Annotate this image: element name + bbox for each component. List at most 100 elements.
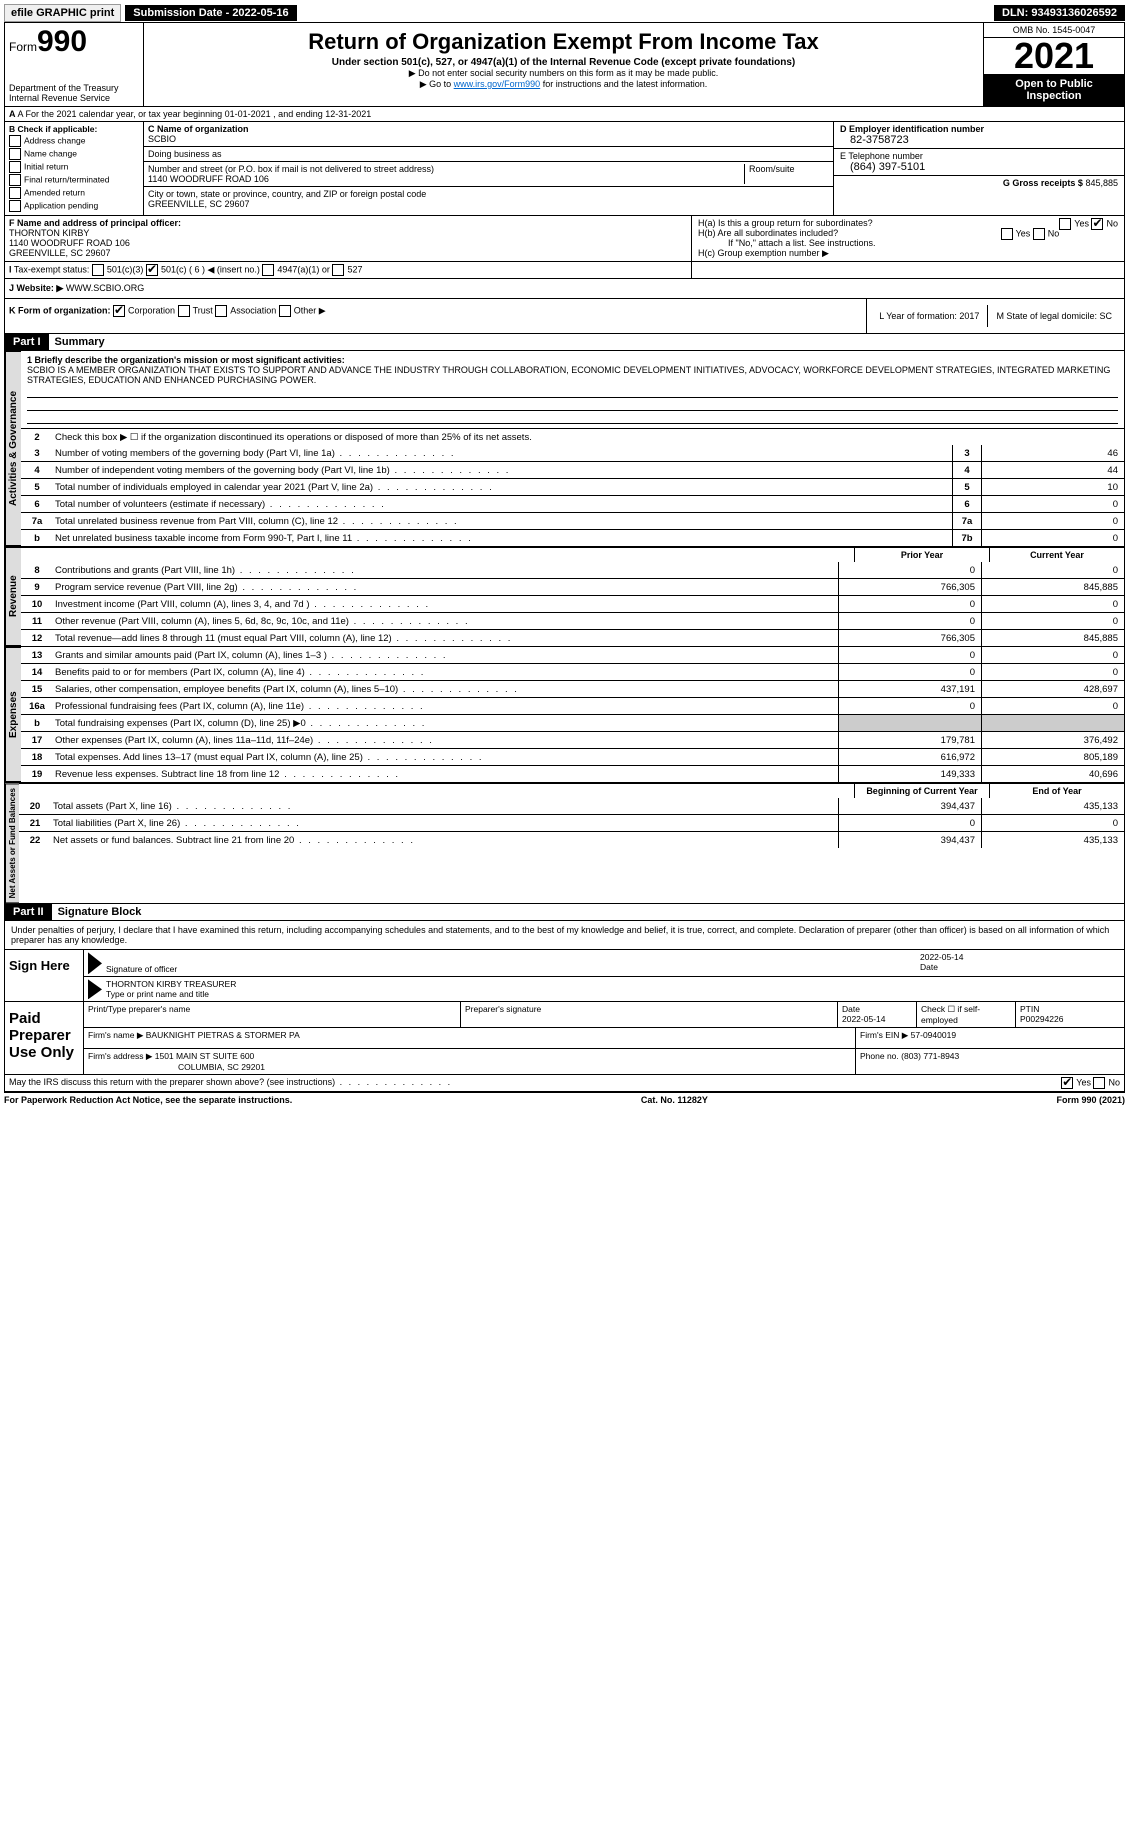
line-b: bTotal fundraising expenses (Part IX, co… [21,714,1124,731]
street-address: 1140 WOODRUFF ROAD 106 [148,174,744,184]
cb-501c3[interactable] [92,264,104,276]
line-16a: 16aProfessional fundraising fees (Part I… [21,697,1124,714]
officer-addr1: 1140 WOODRUFF ROAD 106 [9,238,687,248]
header-center: Return of Organization Exempt From Incom… [144,23,983,106]
line-19: 19Revenue less expenses. Subtract line 1… [21,765,1124,782]
col-current: Current Year [989,548,1124,562]
form-990: Form990 Department of the Treasury Inter… [4,22,1125,1093]
arrow-icon [88,979,102,999]
ha-label: H(a) Is this a group return for subordin… [698,218,873,228]
line-15: 15Salaries, other compensation, employee… [21,680,1124,697]
col-c-entity: C Name of organization SCBIO Doing busin… [144,122,833,215]
cb-application-pending[interactable]: Application pending [9,200,139,212]
k-label: K Form of organization: [9,305,111,315]
form-number: 990 [37,25,87,58]
cb-527[interactable] [332,264,344,276]
line-b: bNet unrelated business taxable income f… [21,529,1124,546]
sig-date-label: Date [920,962,938,972]
gross-receipts-value: 845,885 [1085,178,1118,188]
paid-preparer-label: Paid Preparer Use Only [5,1002,83,1074]
firm-addr2: COLUMBIA, SC 29201 [88,1062,265,1072]
col-begin: Beginning of Current Year [854,784,989,798]
hb-label: H(b) Are all subordinates included? [698,228,838,238]
dba-label: Doing business as [148,149,222,159]
prep-self-employed: Check ☐ if self-employed [916,1002,1015,1027]
firm-phone-label: Phone no. [860,1051,899,1061]
cb-assoc[interactable] [215,305,227,317]
ptin-value: P00294226 [1020,1014,1064,1024]
row-k: K Form of organization: Corporation Trus… [5,299,1124,334]
row-a-text: A For the 2021 calendar year, or tax yea… [18,109,372,119]
cb-other[interactable] [279,305,291,317]
vtab-governance: Activities & Governance [5,351,21,546]
cb-amended[interactable]: Amended return [9,187,139,199]
b-label: B Check if applicable: [9,124,97,134]
may-discuss-text: May the IRS discuss this return with the… [9,1077,452,1089]
firm-name: BAUKNIGHT PIETRAS & STORMER PA [146,1030,300,1040]
sig-date: 2022-05-14 [920,952,1120,962]
state-domicile: M State of legal domicile: SC [987,305,1120,327]
line-18: 18Total expenses. Add lines 13–17 (must … [21,748,1124,765]
cb-trust[interactable] [178,305,190,317]
firm-ein: 57-0940019 [911,1030,956,1040]
submission-date: Submission Date - 2022-05-16 [125,5,296,21]
line-13: 13Grants and similar amounts paid (Part … [21,647,1124,663]
form-id: Form 990 (2021) [1056,1095,1125,1105]
c-name-label: C Name of organization [148,124,249,134]
q2-text: Check this box ▶ ☐ if the organization d… [53,431,1124,444]
sig-name: THORNTON KIRBY TREASURER [106,979,1120,989]
col-h-group: H(a) Is this a group return for subordin… [692,216,1124,261]
form-subtitle: Under section 501(c), 527, or 4947(a)(1)… [148,57,979,68]
room-label: Room/suite [744,164,829,184]
mission-text: SCBIO IS A MEMBER ORGANIZATION THAT EXIS… [27,365,1118,385]
prep-sig-label: Preparer's signature [460,1002,837,1027]
cb-4947[interactable] [262,264,274,276]
vtab-expenses: Expenses [5,647,21,782]
header-left: Form990 Department of the Treasury Inter… [5,23,144,106]
note-goto-pre: ▶ Go to [420,79,454,89]
prep-date: 2022-05-14 [842,1014,885,1024]
firm-addr-label: Firm's address ▶ [88,1051,152,1061]
paid-preparer-block: Paid Preparer Use Only Print/Type prepar… [5,1001,1124,1074]
row-a: A A For the 2021 calendar year, or tax y… [5,107,1124,122]
cb-discuss-no[interactable] [1093,1077,1105,1089]
dept-label: Department of the Treasury [9,83,139,93]
line-21: 21Total liabilities (Part X, line 26)00 [19,814,1124,831]
note-ssn: ▶ Do not enter social security numbers o… [148,68,979,79]
line-5: 5Total number of individuals employed in… [21,478,1124,495]
cb-corp[interactable] [113,305,125,317]
cb-address-change[interactable]: Address change [9,135,139,147]
addr-label: Number and street (or P.O. box if mail i… [148,164,744,174]
part-ii-title: Signature Block [52,904,148,920]
footer: For Paperwork Reduction Act Notice, see … [4,1093,1125,1107]
line-3: 3Number of voting members of the governi… [21,445,1124,461]
cb-name-change[interactable]: Name change [9,148,139,160]
q1-label: 1 Briefly describe the organization's mi… [27,355,345,365]
officer-name: THORNTON KIRBY [9,228,687,238]
tax-year: 2021 [984,38,1124,74]
vtab-revenue: Revenue [5,547,21,646]
cb-final-return[interactable]: Final return/terminated [9,174,139,186]
prep-name-label: Print/Type preparer's name [84,1002,460,1027]
phone-label: E Telephone number [840,151,1118,161]
firm-phone: (803) 771-8943 [901,1051,959,1061]
cb-501c[interactable] [146,264,158,276]
cb-discuss-yes[interactable] [1061,1077,1073,1089]
efile-button[interactable]: efile GRAPHIC print [4,4,121,22]
col-h-continued [692,262,1124,278]
cb-initial-return[interactable]: Initial return [9,161,139,173]
line-7a: 7aTotal unrelated business revenue from … [21,512,1124,529]
firm-name-label: Firm's name ▶ [88,1030,143,1040]
phone-value: (864) 397-5101 [840,161,1118,173]
dln: DLN: 93493136026592 [994,5,1125,21]
city-label: City or town, state or province, country… [148,189,829,199]
ptin-label: PTIN [1020,1004,1039,1014]
f-label: F Name and address of principal officer: [9,218,181,228]
paperwork-notice: For Paperwork Reduction Act Notice, see … [4,1095,292,1105]
irs-link[interactable]: www.irs.gov/Form990 [454,79,541,89]
part-i-title: Summary [49,334,111,350]
gross-receipts-label: G Gross receipts $ [1003,178,1083,188]
i-label: Tax-exempt status: [14,264,90,274]
sig-officer-label: Signature of officer [106,964,177,974]
sig-name-label: Type or print name and title [106,989,209,999]
